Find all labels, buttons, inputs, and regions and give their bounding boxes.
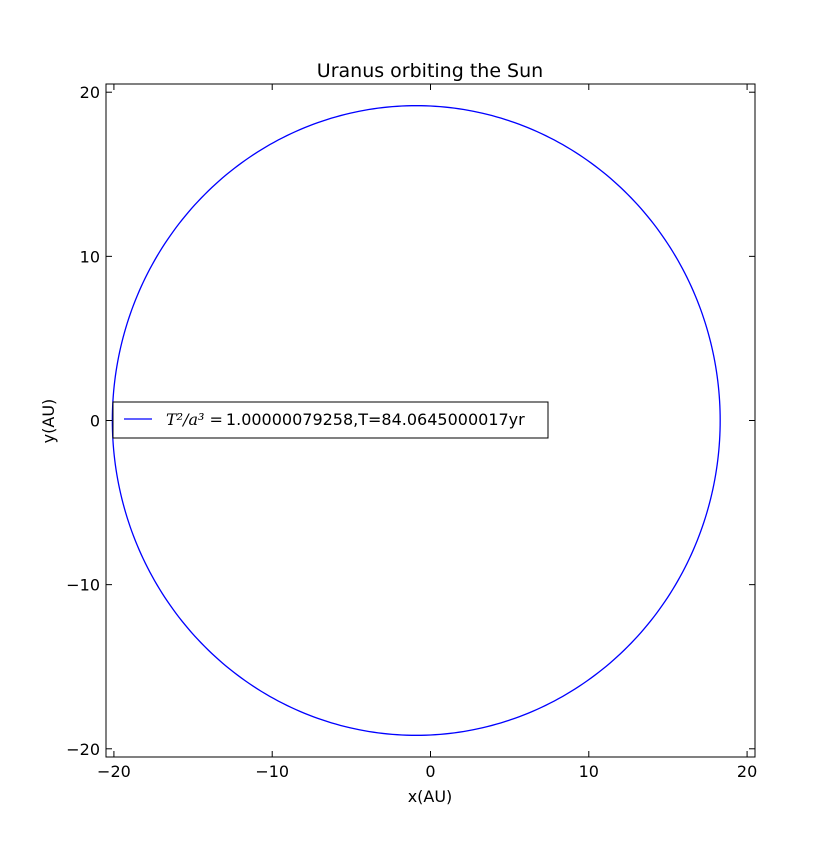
legend-label: T²/a³ = 1.00000079258,T=84.0645000017yr <box>166 410 525 429</box>
axis-tick-labels: −20 −10 0 10 20 −20 −10 0 10 20 <box>66 83 757 781</box>
legend-box <box>112 401 549 439</box>
legend-math-formula: T²/a³ = <box>166 410 223 429</box>
legend: T²/a³ = 1.00000079258,T=84.0645000017yr <box>112 401 549 439</box>
y-tick-label: −10 <box>66 576 100 595</box>
x-tick-label: 20 <box>737 762 757 781</box>
y-tick-label: 20 <box>80 83 100 102</box>
legend-value: 1.00000079258,T=84.0645000017yr <box>226 410 525 429</box>
y-axis-label: y(AU) <box>39 399 58 444</box>
axis-ticks <box>106 84 755 757</box>
x-axis-label: x(AU) <box>408 787 453 806</box>
x-tick-label: −10 <box>255 762 289 781</box>
y-tick-label: 10 <box>80 247 100 266</box>
x-tick-label: −20 <box>97 762 131 781</box>
chart-title: Uranus orbiting the Sun <box>317 60 543 82</box>
x-tick-label: 10 <box>579 762 599 781</box>
y-tick-label: 0 <box>90 412 100 431</box>
x-tick-label: 0 <box>425 762 435 781</box>
y-tick-label: −20 <box>66 740 100 759</box>
orbit-line <box>111 105 721 736</box>
